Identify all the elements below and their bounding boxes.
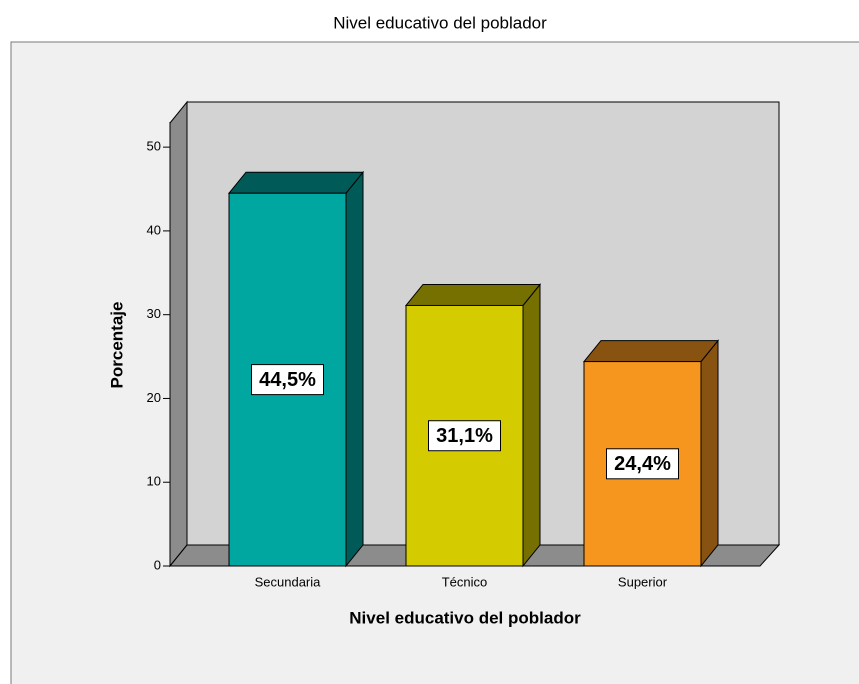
left-wall bbox=[169, 100, 188, 568]
value-label-box bbox=[606, 448, 679, 480]
x-tick-label: Técnico bbox=[442, 574, 488, 589]
bar-top bbox=[227, 171, 365, 194]
bar-top bbox=[582, 340, 720, 363]
y-tick-label: 50 bbox=[147, 139, 161, 154]
chart-title: Nivel educativo del poblador bbox=[333, 13, 547, 32]
y-axis-label: Porcentaje bbox=[107, 302, 126, 389]
bar-side bbox=[522, 283, 541, 568]
y-tick-label: 0 bbox=[154, 557, 161, 572]
x-axis-label: Nivel educativo del poblador bbox=[349, 608, 581, 627]
value-label-box bbox=[428, 420, 501, 452]
y-tick-label: 20 bbox=[147, 390, 161, 405]
value-label: 44,5% bbox=[259, 369, 316, 391]
bar-side bbox=[700, 339, 719, 568]
x-tick-label: Superior bbox=[618, 574, 668, 589]
value-label: 24,4% bbox=[614, 453, 671, 475]
y-tick-label: 30 bbox=[147, 306, 161, 321]
value-label-box bbox=[251, 364, 324, 396]
value-label: 31,1% bbox=[436, 425, 493, 447]
bar-top bbox=[404, 283, 542, 306]
bar-side bbox=[345, 170, 364, 568]
y-tick-label: 10 bbox=[147, 474, 161, 489]
x-tick-label: Secundaria bbox=[255, 574, 322, 589]
y-tick-label: 40 bbox=[147, 222, 161, 237]
